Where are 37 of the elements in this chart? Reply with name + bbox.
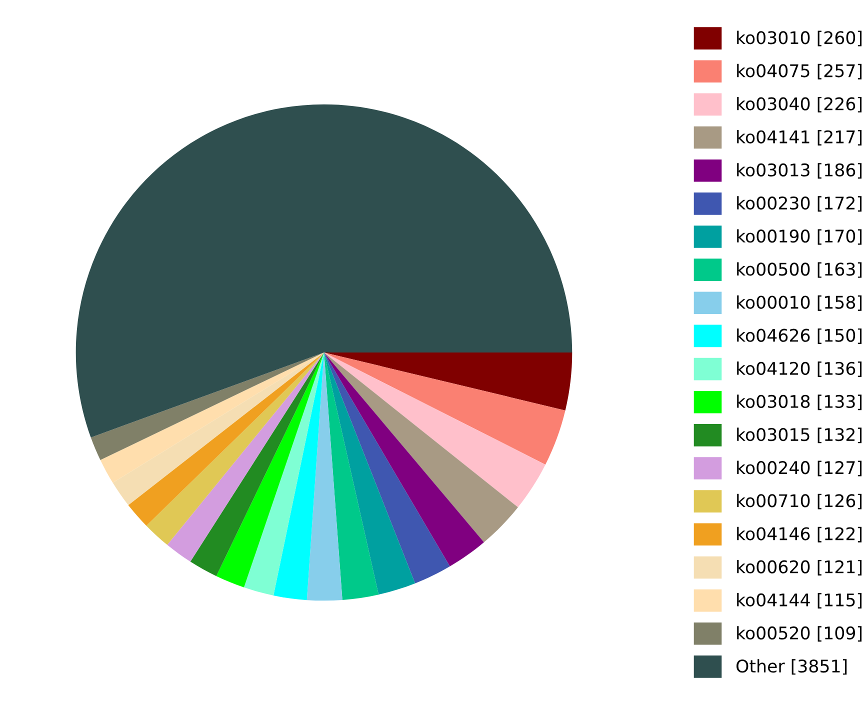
pie-slice [90, 352, 324, 460]
pie-slice [324, 352, 484, 566]
legend-label: ko00620 [121] [737, 560, 862, 576]
legend-label: ko00520 [109] [737, 626, 862, 642]
pie-slice [324, 352, 416, 595]
pie-slice [324, 352, 518, 542]
legend-label: ko03010 [260] [737, 30, 862, 46]
legend-label: ko03018 [133] [737, 394, 862, 410]
legend-label: Other [3851] [736, 659, 847, 675]
legend-label: ko00240 [127] [737, 460, 862, 476]
pie-slice [324, 352, 566, 465]
legend-label: ko00010 [158] [737, 295, 862, 311]
legend-label: ko00710 [126] [737, 494, 862, 510]
legend-label: ko00230 [172] [737, 196, 862, 212]
legend-label: ko04141 [217] [737, 130, 862, 146]
pie-slice [76, 104, 572, 438]
pie-slice [128, 352, 324, 526]
pie-slice [167, 352, 324, 562]
legend-label: ko04144 [115] [737, 593, 862, 609]
legend-label: ko04120 [136] [737, 362, 862, 378]
pie-slice [324, 352, 379, 600]
pie-slice [244, 352, 324, 596]
legend-label: ko04075 [257] [737, 64, 862, 80]
pie-slice [324, 352, 572, 410]
legend-label: ko03040 [226] [737, 96, 862, 112]
legend-label: ko00190 [170] [737, 229, 862, 245]
pie-slice [324, 352, 546, 508]
pie-slice [216, 352, 324, 588]
legend-label: ko00500 [163] [737, 262, 862, 278]
pie-slice [146, 352, 324, 545]
legend-label: ko03015 [132] [737, 428, 862, 444]
pie-slice [273, 352, 324, 600]
legend-label: ko04146 [122] [737, 526, 862, 542]
legend-label: ko04626 [150] [737, 328, 862, 344]
pie-slice [190, 352, 324, 576]
pie-slice [324, 352, 450, 584]
legend-label: ko03013 [186] [737, 163, 862, 179]
